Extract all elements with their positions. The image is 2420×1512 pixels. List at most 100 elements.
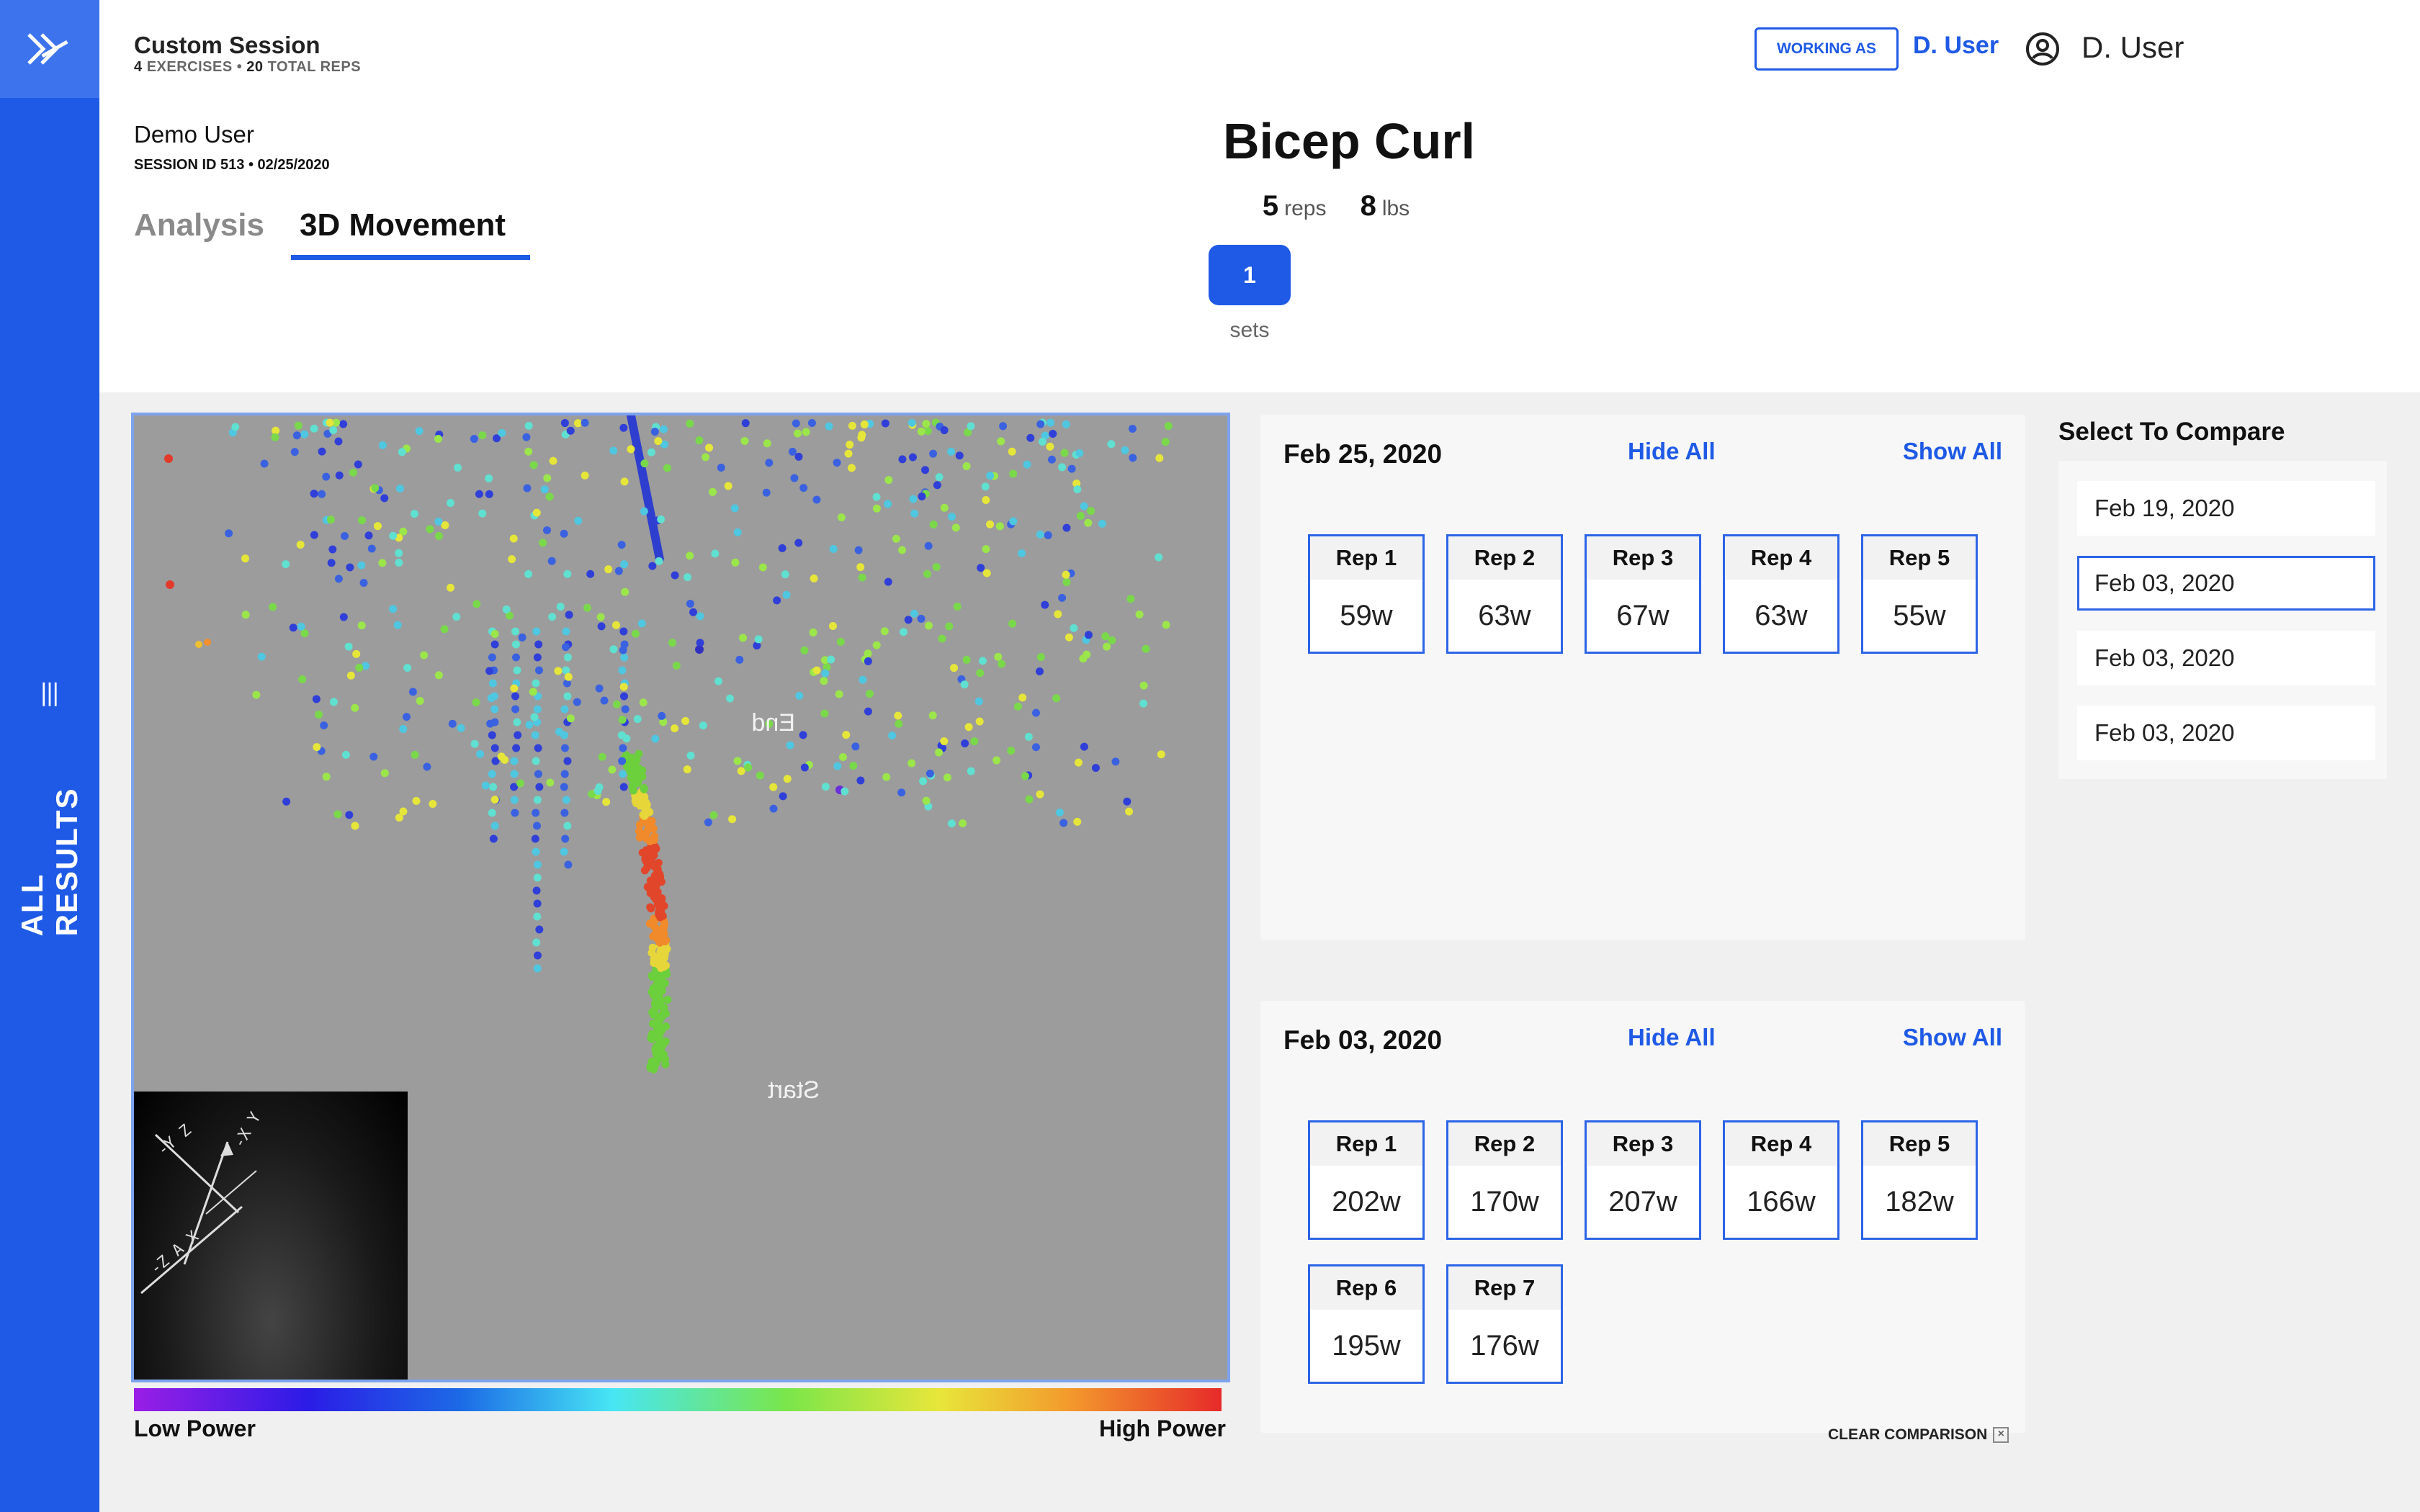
tab-analysis[interactable]: Analysis (134, 207, 264, 243)
rep-card[interactable]: Rep 7 176w (1446, 1264, 1563, 1384)
tab-3d-movement[interactable]: 3D Movement (300, 207, 506, 243)
movement-point (502, 605, 511, 613)
hide-all-link[interactable]: Hide All (1628, 438, 1716, 464)
rep-card[interactable]: Rep 3 67w (1585, 534, 1701, 654)
movement-3d-viewer[interactable]: End Start -Y Z -X Y -Z A X (131, 413, 1230, 1382)
movement-point (967, 422, 975, 431)
movement-point (609, 645, 618, 654)
movement-point (257, 652, 266, 661)
movement-point (737, 767, 745, 775)
movement-point (962, 655, 971, 664)
movement-point (380, 769, 389, 778)
movement-point (296, 540, 305, 549)
movement-point (928, 711, 937, 720)
movement-point (1058, 463, 1067, 472)
movement-point (511, 627, 520, 636)
movement-point (533, 873, 542, 882)
movement-point (602, 798, 611, 806)
rep-power: 67w (1616, 599, 1670, 631)
compare-item[interactable]: Feb 03, 2020 (2077, 631, 2375, 685)
compare-item-selected[interactable]: Feb 03, 2020 (2077, 556, 2375, 611)
rep-card[interactable]: Rep 6 195w (1308, 1264, 1425, 1384)
movement-point (563, 692, 572, 701)
app-logo-button[interactable] (0, 0, 99, 98)
movement-point (511, 640, 520, 649)
session-date: Feb 25, 2020 (1283, 439, 1443, 469)
movement-point (848, 421, 856, 430)
athlete-name: Demo User (134, 121, 254, 148)
rep-card[interactable]: Rep 4 63w (1723, 534, 1839, 654)
movement-point (659, 718, 668, 726)
clear-comparison-button[interactable]: CLEAR COMPARISON × (1828, 1426, 2009, 1444)
hide-all-link[interactable]: Hide All (1628, 1024, 1716, 1050)
movement-point (524, 447, 533, 456)
movement-point (938, 634, 946, 643)
movement-point (940, 737, 949, 746)
movement-point (725, 694, 734, 703)
movement-point (739, 634, 748, 642)
movement-point (510, 783, 519, 791)
working-as-user-link[interactable]: D. User (1913, 32, 1999, 59)
compare-item[interactable]: Feb 03, 2020 (2077, 706, 2375, 760)
movement-point (994, 652, 1003, 661)
movement-point (395, 485, 404, 493)
rep-card[interactable]: Rep 5 182w (1861, 1120, 1978, 1240)
movement-point (1052, 694, 1061, 703)
rep-power: 59w (1340, 599, 1393, 631)
movement-point (686, 751, 695, 760)
movement-point (344, 642, 353, 651)
rep-card[interactable]: Rep 4 166w (1723, 1120, 1839, 1240)
movement-point (555, 727, 563, 736)
set-1-button[interactable]: 1 (1209, 245, 1291, 305)
movement-point (531, 731, 539, 739)
movement-point (282, 797, 291, 806)
rep-card[interactable]: Rep 2 170w (1446, 1120, 1563, 1240)
movement-point (794, 452, 803, 461)
all-results-toggle[interactable]: ALL RESULTS (0, 677, 99, 936)
rep-card[interactable]: Rep 5 55w (1861, 534, 1978, 654)
movement-point (574, 516, 583, 525)
movement-point (844, 449, 853, 458)
movement-point (709, 487, 717, 496)
movement-point (533, 912, 542, 921)
account-name[interactable]: D. User (2081, 30, 2184, 64)
compare-item[interactable]: Feb 19, 2020 (2077, 481, 2375, 536)
rep-card[interactable]: Rep 3 207w (1585, 1120, 1701, 1240)
movement-point (932, 562, 941, 571)
rep-card[interactable]: Rep 1 59w (1308, 534, 1425, 654)
movement-point (655, 557, 663, 565)
movement-point (312, 695, 321, 703)
movement-point (998, 660, 1006, 668)
rep-power: 166w (1747, 1185, 1816, 1218)
movement-point (252, 690, 261, 699)
movement-point (856, 563, 865, 572)
movement-point (648, 943, 657, 952)
movement-point (560, 419, 569, 428)
movement-point (782, 590, 791, 599)
movement-point (411, 750, 419, 759)
movement-point (724, 482, 732, 490)
rep-card[interactable]: Rep 2 63w (1446, 534, 1563, 654)
rep-card[interactable]: Rep 1 202w (1308, 1120, 1425, 1240)
movement-point (733, 757, 742, 765)
movement-point (532, 508, 541, 517)
movement-point (564, 672, 573, 681)
movement-point (470, 739, 479, 748)
movement-point (512, 744, 521, 752)
movement-point (631, 629, 640, 638)
account-icon[interactable] (2024, 30, 2061, 68)
movement-point (352, 649, 361, 658)
movement-point (380, 494, 389, 503)
movement-point (345, 811, 354, 819)
movement-point (600, 696, 609, 705)
show-all-link[interactable]: Show All (1902, 1024, 2002, 1050)
movement-point (1073, 817, 1082, 826)
show-all-link[interactable]: Show All (1902, 438, 2002, 464)
movement-point (765, 719, 774, 728)
movement-point (491, 757, 500, 765)
exercise-title: Bicep Curl (1222, 113, 1476, 169)
movement-point (1018, 693, 1027, 702)
reps-value: 5 (1262, 190, 1279, 222)
movement-point (547, 557, 556, 565)
movement-point (1087, 507, 1095, 516)
